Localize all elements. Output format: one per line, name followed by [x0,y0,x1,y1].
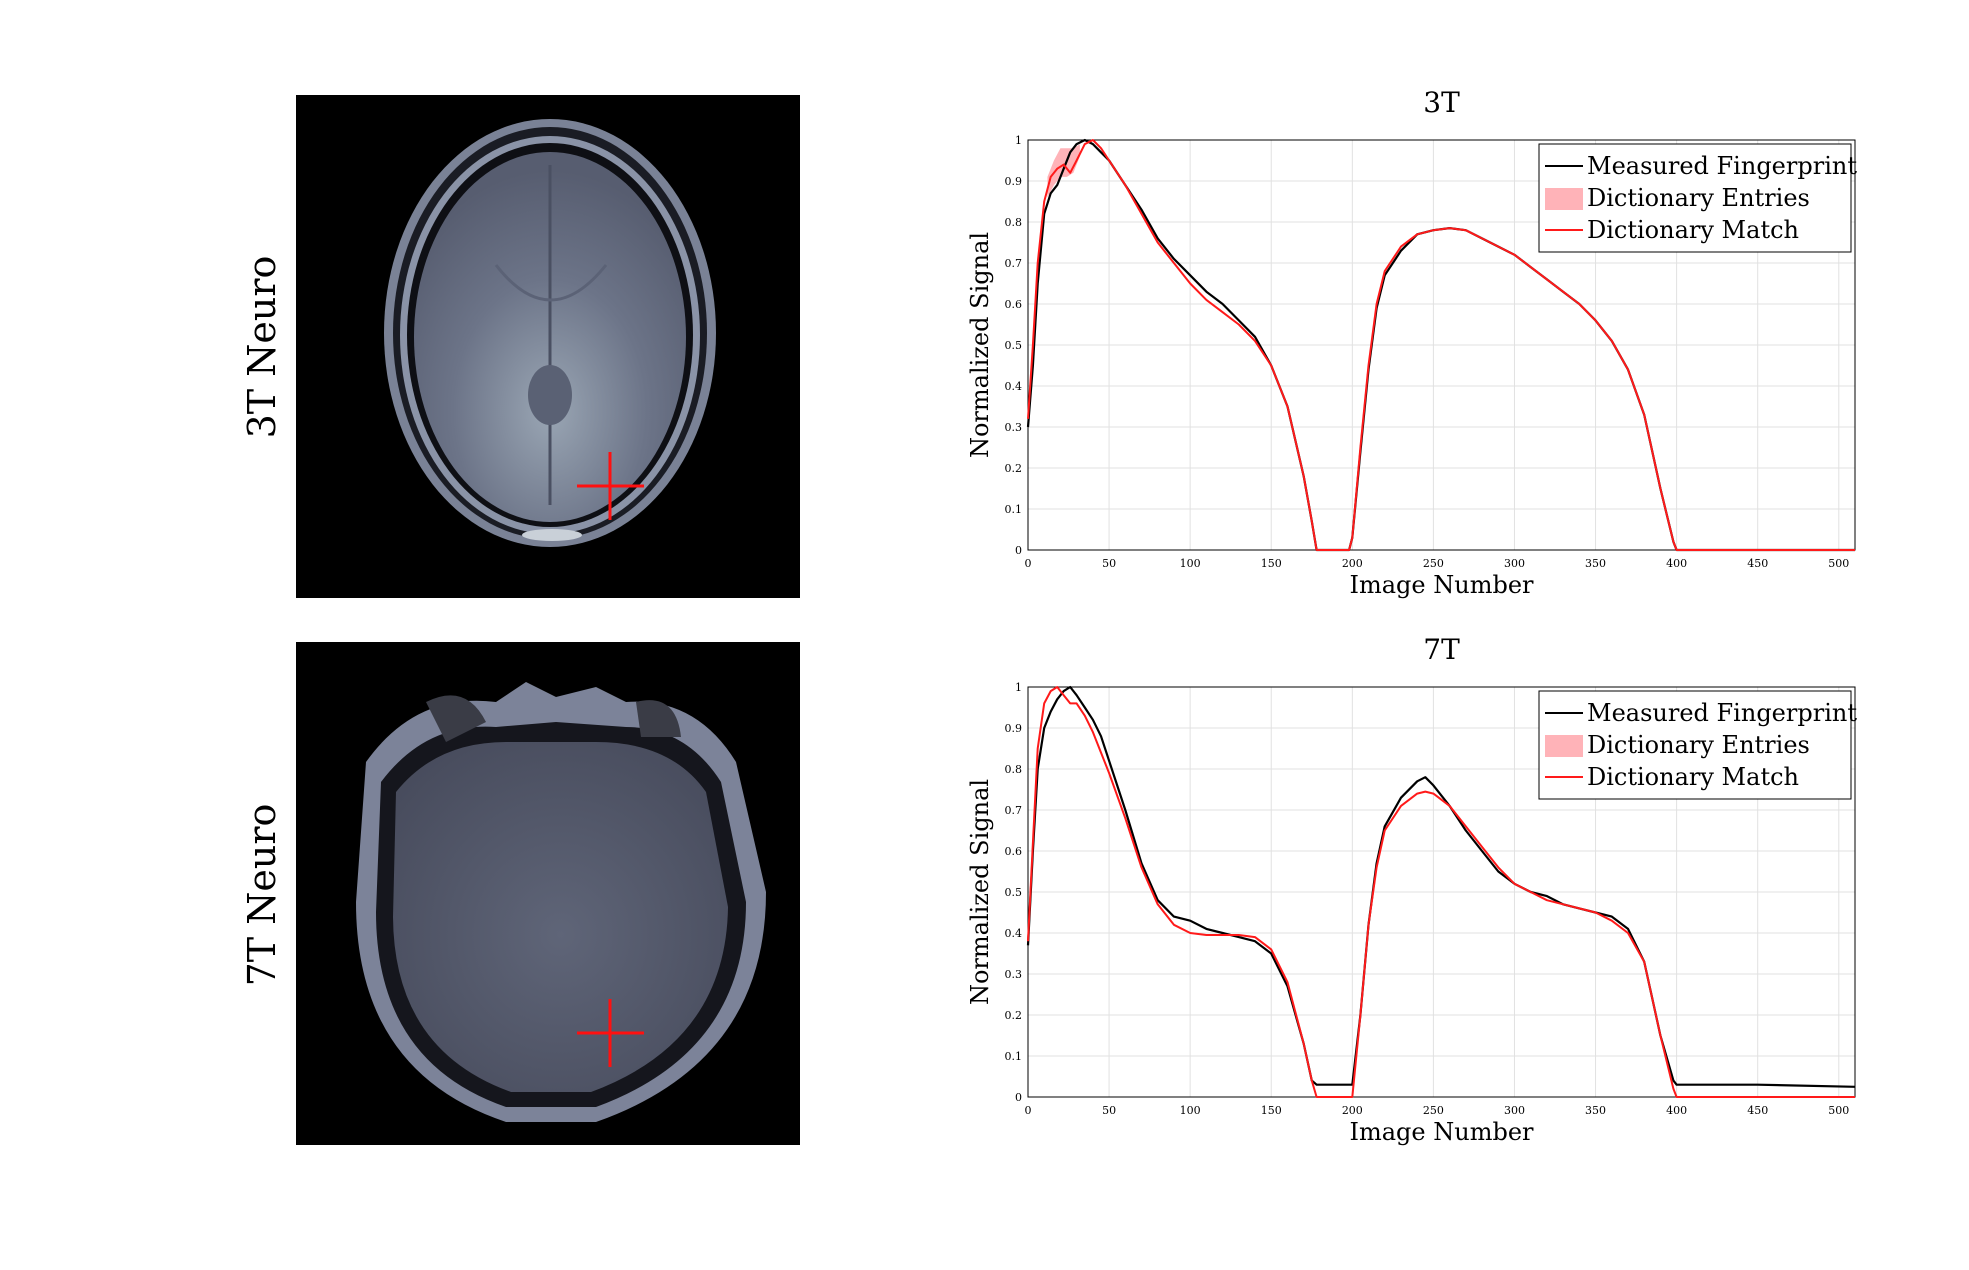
y-tick-label: 0.3 [1005,968,1023,981]
legend-entry: Measured Fingerprint [1587,699,1857,727]
y-tick-label: 0 [1015,544,1022,557]
y-tick-label: 0.4 [1005,380,1023,393]
legend-entry: Dictionary Entries [1587,731,1810,759]
x-tick-label: 0 [1025,557,1032,570]
x-tick-label: 0 [1025,1104,1032,1117]
y-tick-label: 0.1 [1005,503,1023,516]
series-dictionary-match-line [1027,686,1855,1098]
x-tick-label: 300 [1504,1104,1525,1117]
y-tick-label: 0 [1015,1091,1022,1104]
y-tick-label: 0.4 [1005,927,1023,940]
x-tick-label: 100 [1180,1104,1201,1117]
x-axis-label: Image Number [1350,1118,1535,1146]
legend-swatch-entries [1545,188,1583,210]
x-tick-label: 150 [1261,557,1282,570]
x-tick-label: 200 [1342,1104,1363,1117]
chart-title: 7T [1423,633,1460,666]
legend-box [1538,690,1852,800]
crosshair-7t [577,999,644,1067]
x-tick-label: 400 [1666,557,1687,570]
y-tick-label: 0.5 [1005,886,1023,899]
row-label-3t: 3T Neuro [240,255,284,439]
y-tick-label: 1 [1015,134,1022,147]
y-tick-label: 0.7 [1005,804,1023,817]
y-tick-label: 0.1 [1005,1050,1023,1063]
x-tick-label: 200 [1342,557,1363,570]
y-tick-label: 0.9 [1005,175,1023,188]
mri-image-7t [296,642,800,1145]
legend-entry: Dictionary Match [1587,216,1799,244]
y-tick-label: 0.8 [1005,763,1023,776]
chart-7t: 7T 0 50 100 150 200 250 300 350 400 450 500 0 0.1 0.2 0… [940,632,1870,1152]
x-tick-label: 500 [1828,1104,1849,1117]
x-tick-label: 400 [1666,1104,1687,1117]
chart-title: 3T [1423,86,1460,119]
y-tick-label: 0.6 [1005,298,1023,311]
x-axis-label: Image Number [1350,571,1535,599]
y-tick-label: 0.2 [1005,462,1023,475]
legend: Measured Fingerprint Dictionary Entries Di… [1538,143,1857,253]
series-dictionary-match-line [1027,139,1855,551]
y-tick-label: 0.5 [1005,339,1023,352]
x-tick-label: 300 [1504,557,1525,570]
x-tick-label: 450 [1747,1104,1768,1117]
x-tick-label: 50 [1102,1104,1116,1117]
legend-entry: Dictionary Match [1587,763,1799,791]
legend-entry: Measured Fingerprint [1587,152,1857,180]
x-tick-label: 450 [1747,557,1768,570]
chart-3t: 3T 0 50 100 150 200 250 300 350 400 450 500 0 0.1 0.2 0… [940,85,1870,605]
legend-entry: Dictionary Entries [1587,184,1810,212]
legend-box [1538,143,1852,253]
x-tick-label: 250 [1423,1104,1444,1117]
plot-frame [1027,139,1856,551]
legend: Measured Fingerprint Dictionary Entries Di… [1538,690,1857,800]
x-tick-label: 250 [1423,557,1444,570]
crosshair-3t [577,452,644,520]
y-axis-label: Normalized Signal [966,779,994,1005]
x-tick-label: 50 [1102,557,1116,570]
y-tick-label: 0.8 [1005,216,1023,229]
legend-swatch-entries [1545,735,1583,757]
y-tick-label: 0.6 [1005,845,1023,858]
x-tick-label: 100 [1180,557,1201,570]
x-tick-label: 150 [1261,1104,1282,1117]
row-label-7t: 7T Neuro [240,803,284,987]
y-tick-label: 0.9 [1005,722,1023,735]
y-tick-label: 1 [1015,681,1022,694]
plot-frame [1027,686,1856,1098]
y-axis-label: Normalized Signal [966,232,994,458]
mri-image-3t [296,95,800,598]
x-tick-label: 350 [1585,557,1606,570]
x-tick-label: 350 [1585,1104,1606,1117]
y-tick-label: 0.7 [1005,257,1023,270]
x-tick-label: 500 [1828,557,1849,570]
y-tick-label: 0.3 [1005,421,1023,434]
y-tick-label: 0.2 [1005,1009,1023,1022]
